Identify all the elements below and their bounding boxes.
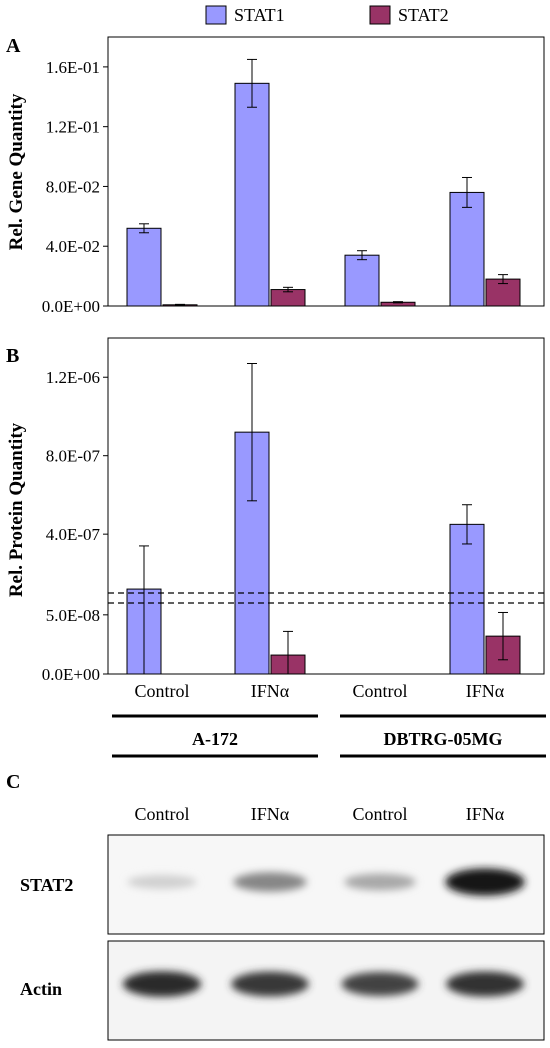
error-bar — [462, 504, 472, 545]
blot-lane-label: Control — [352, 804, 407, 824]
bar-stat1 — [126, 227, 162, 307]
actin-bands — [122, 971, 524, 997]
bar-stat1 — [344, 254, 380, 307]
blot-lane-label: IFNα — [466, 804, 505, 824]
y-axis-label-a: Rel. Gene Quantity — [6, 93, 27, 250]
y-axis-label-b: Rel. Protein Quantity — [6, 422, 27, 597]
legend: STAT1 STAT2 — [205, 5, 449, 25]
y-tick-label: 5.0E-08 — [46, 606, 100, 625]
y-tick-label: 1.6E-01 — [46, 58, 100, 77]
legend-label-stat1: STAT1 — [234, 5, 285, 25]
bar-stat1 — [449, 523, 485, 675]
y-tick-label: 1.2E-01 — [46, 118, 100, 137]
bar-stat1 — [449, 191, 485, 307]
group-label-a172: A-172 — [192, 729, 238, 749]
y-tick-label: 8.0E-02 — [46, 177, 100, 196]
legend-swatch-stat1 — [205, 5, 227, 25]
western-blot: Control IFNα Control IFNα STAT2 Actin — [20, 804, 545, 1041]
y-tick-label: 4.0E-02 — [46, 237, 100, 256]
blot-lane-label: Control — [134, 804, 189, 824]
plot-frame-b — [107, 337, 545, 675]
error-bar — [393, 301, 403, 304]
y-tick-label: 4.0E-07 — [46, 525, 101, 544]
panel-letter-b: B — [6, 345, 19, 367]
x-tick-label: IFNα — [466, 681, 505, 701]
y-tick-label: 0.0E+00 — [42, 665, 100, 684]
cell-line-groups: A-172 DBTRG-05MG — [112, 714, 546, 758]
plot-frame-a — [107, 36, 545, 307]
panel-letter-a: A — [6, 35, 21, 57]
legend-label-stat2: STAT2 — [398, 5, 449, 25]
x-tick-label: IFNα — [251, 681, 290, 701]
blot-row-label-stat2: STAT2 — [20, 875, 73, 895]
category-labels: Control IFNα Control IFNα — [134, 681, 504, 701]
y-tick-label: 1.2E-06 — [46, 368, 100, 387]
error-bar — [247, 58, 257, 108]
x-tick-label: Control — [134, 681, 189, 701]
stat2-band — [344, 873, 416, 891]
error-bar — [283, 286, 293, 293]
stat2-band — [127, 875, 197, 889]
actin-band — [231, 971, 309, 997]
error-bar — [357, 250, 367, 261]
group-label-dbtrg: DBTRG-05MG — [384, 729, 503, 749]
x-tick-label: Control — [352, 681, 407, 701]
error-bar — [175, 303, 185, 306]
y-tick-label: 0.0E+00 — [42, 297, 100, 316]
stat2-band — [445, 868, 525, 896]
legend-swatch-stat2 — [369, 5, 391, 25]
actin-band — [122, 971, 202, 997]
stat2-bands — [127, 868, 525, 896]
blot-lane-label: IFNα — [251, 804, 290, 824]
blot-row-label-actin: Actin — [20, 979, 62, 999]
error-bar — [498, 611, 508, 661]
error-bar — [247, 363, 257, 502]
actin-band — [341, 972, 419, 996]
bar-stat1 — [234, 82, 270, 307]
error-bar — [462, 176, 472, 208]
gene-quantity-chart: Rel. Gene Quantity 0.0E+00 4.0E-02 8.0E-02… — [6, 36, 545, 316]
y-tick-label: 8.0E-07 — [46, 447, 101, 466]
stat2-band — [233, 872, 307, 892]
error-bar — [498, 274, 508, 285]
protein-quantity-chart: Rel. Protein Quantity 0.0E+00 5.0E-08 4.0E… — [6, 337, 545, 684]
actin-band — [446, 971, 524, 997]
panel-letter-c: C — [6, 771, 20, 793]
error-bar — [139, 223, 149, 234]
